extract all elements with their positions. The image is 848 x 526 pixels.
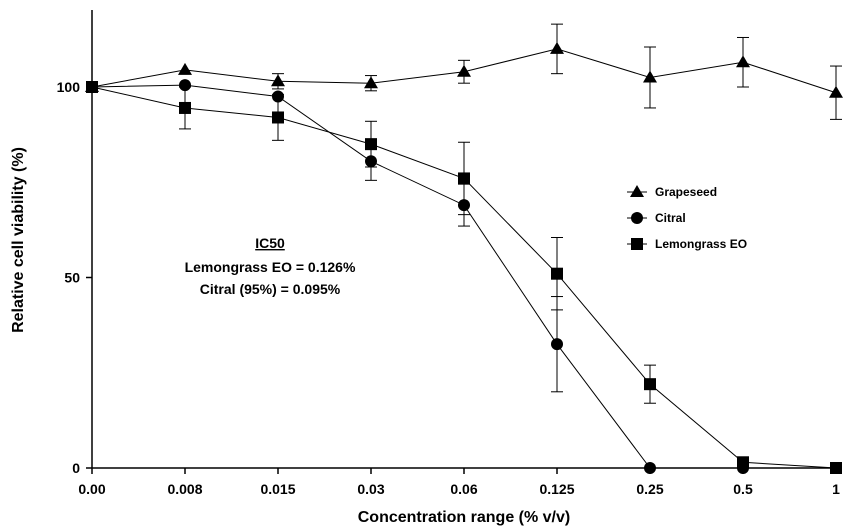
data-point-lemongrass-eo — [86, 81, 98, 93]
x-tick-label: 0.03 — [357, 481, 384, 497]
ic50-citral-line: Citral (95%) = 0.095% — [200, 281, 341, 297]
y-tick-label: 0 — [72, 460, 80, 476]
legend-marker-lemongrass-eo — [631, 238, 643, 250]
data-point-grapeseed — [829, 85, 843, 98]
data-point-grapeseed — [271, 74, 285, 87]
data-point-citral — [644, 462, 656, 474]
x-tick-label: 0.00 — [78, 481, 105, 497]
x-axis-title: Concentration range (% v/v) — [358, 509, 570, 526]
data-point-lemongrass-eo — [179, 101, 191, 114]
data-point-grapeseed — [364, 76, 378, 89]
y-tick-label: 50 — [64, 270, 80, 286]
legend-label-grapeseed: Grapeseed — [655, 185, 717, 199]
legend-label-citral: Citral — [655, 211, 686, 225]
series-layer — [85, 23, 843, 474]
data-point-grapeseed — [178, 62, 192, 75]
legend: Grapeseed Citral Lemongrass EO — [627, 185, 747, 251]
y-ticks: 0 50 100 — [57, 79, 92, 476]
series-grapeseed — [85, 23, 843, 120]
data-point-grapeseed — [643, 70, 657, 83]
legend-label-lemongrass-eo: Lemongrass EO — [655, 237, 747, 251]
data-point-grapeseed — [550, 41, 564, 54]
x-tick-label: 1 — [832, 481, 840, 497]
y-axis-title: Relative cell viability (%) — [10, 147, 27, 333]
data-point-grapeseed — [736, 55, 750, 68]
x-tick-label: 0.06 — [450, 481, 477, 497]
data-point-lemongrass-eo — [644, 378, 656, 391]
legend-marker-grapeseed — [630, 185, 644, 197]
ic50-annotation: IC50 Lemongrass EO = 0.126% Citral (95%)… — [185, 235, 356, 297]
x-tick-label: 0.25 — [636, 481, 663, 497]
data-point-lemongrass-eo — [830, 462, 842, 474]
x-tick-label: 0.125 — [539, 481, 574, 497]
x-tick-label: 0.015 — [260, 481, 295, 497]
legend-marker-citral — [631, 212, 643, 224]
data-point-citral — [179, 79, 191, 92]
ic50-lemongrass-line: Lemongrass EO = 0.126% — [185, 259, 356, 275]
data-point-lemongrass-eo — [737, 456, 749, 469]
data-point-lemongrass-eo — [458, 172, 470, 185]
data-point-lemongrass-eo — [365, 138, 377, 151]
data-point-grapeseed — [457, 64, 471, 77]
x-ticks: 0.00 0.008 0.015 0.03 0.06 0.125 0.25 0.5 1 — [78, 468, 840, 497]
x-tick-label: 0.5 — [733, 481, 753, 497]
data-point-lemongrass-eo — [551, 267, 563, 280]
series-lemongrass-eo — [86, 81, 842, 474]
data-point-lemongrass-eo — [272, 111, 284, 124]
data-point-citral — [551, 338, 563, 351]
series-citral — [86, 79, 842, 474]
ic50-title: IC50 — [255, 235, 285, 251]
x-tick-label: 0.008 — [167, 481, 202, 497]
y-tick-label: 100 — [57, 79, 81, 95]
